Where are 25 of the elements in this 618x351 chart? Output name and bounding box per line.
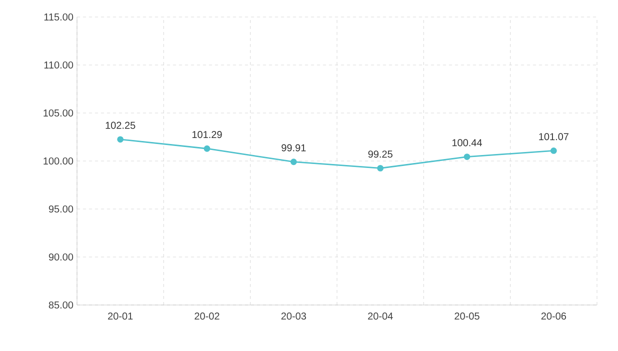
point [377,165,384,172]
y-tick-label: 105.00 [44,109,74,117]
data-label: 99.25 [368,150,392,158]
y-tick-label: 95.00 [48,205,74,213]
data-label: 102.25 [106,122,136,129]
data-label: 99.91 [282,144,306,152]
y-tick-label: 100.00 [44,157,74,165]
x-tick-label: 20-06 [541,312,566,320]
x-tick-label: 20-01 [108,312,133,320]
point [550,148,557,154]
x-tick-label: 20-05 [454,312,480,320]
data-label: 100.44 [452,139,482,146]
point [464,154,470,160]
x-tick-label: 20-03 [281,312,306,320]
data-label: 101.07 [539,133,568,140]
y-tick-label: 85.00 [48,301,74,309]
y-tick-label: 110.00 [44,61,74,69]
x-tick-label: 20-02 [194,312,220,320]
y-tick-label: 90.00 [48,253,74,261]
y-tick-label: 115.00 [44,13,74,21]
point [290,158,297,166]
point [204,145,210,152]
data-label: 101.29 [192,131,222,138]
x-tick-label: 20-04 [368,312,393,320]
point [117,136,124,143]
